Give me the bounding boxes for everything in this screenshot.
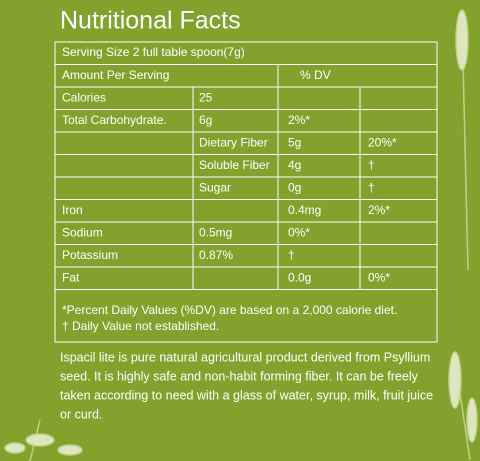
table-cell: Total Carbohydrate.	[62, 113, 167, 127]
decoration	[4, 9, 478, 461]
table-frame	[54, 41, 438, 343]
title: Nutritional Facts	[60, 7, 241, 35]
table-cell: Iron	[62, 203, 83, 217]
serving-size: Serving Size 2 full table spoon(7g)	[62, 45, 245, 59]
description-line: or curd.	[60, 407, 102, 421]
table-cell: 20%*	[368, 135, 397, 149]
table-cell: Sugar	[199, 180, 231, 194]
table-cell: 0%*	[368, 270, 390, 284]
description-line: Ispacil lite is pure natural agricultura…	[60, 350, 430, 364]
table-cell: 0.87%	[199, 248, 233, 262]
table-cell: †	[288, 248, 295, 262]
table-cell: Sodium	[62, 225, 103, 239]
table-cell: Soluble Fiber	[199, 158, 270, 172]
description-line: taken according to need with a glass of …	[60, 388, 433, 402]
table-cell: Calories	[62, 90, 106, 104]
table-cell: 6g	[199, 113, 212, 127]
table-cell: Dietary Fiber	[199, 135, 268, 149]
table-cell: †	[368, 158, 375, 172]
table-cell: 0g	[288, 180, 301, 194]
table-cell: 25	[199, 90, 213, 104]
table-cell: 0.5mg	[199, 225, 232, 239]
table-cell: 0%*	[288, 225, 310, 239]
dv-header: % DV	[300, 68, 331, 82]
amount-header: Amount Per Serving	[62, 68, 169, 82]
table-cell: 0.4mg	[288, 203, 321, 217]
table-cell: 4g	[288, 158, 301, 172]
table-cell: 2%*	[368, 203, 390, 217]
table-cell: 2%*	[288, 113, 310, 127]
table-cell: Fat	[62, 270, 80, 284]
table-cell: 5g	[288, 135, 301, 149]
table-cell: 0.0g	[288, 270, 311, 284]
description-line: seed. It is highly safe and non-habit fo…	[60, 369, 419, 383]
table-cell: Potassium	[62, 248, 118, 262]
footnote: *Percent Daily Values (%DV) are based on…	[62, 303, 397, 317]
table-cell: †	[368, 180, 375, 194]
footnote: † Daily Value not established.	[62, 319, 219, 333]
